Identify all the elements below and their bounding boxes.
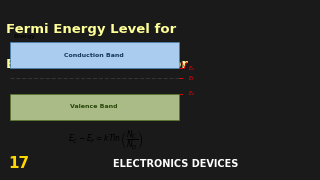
Text: 17: 17 [9,156,30,171]
FancyBboxPatch shape [10,42,179,68]
Text: $E_C - E_F = kT\ln\left(\dfrac{N_C}{N_D}\right)$: $E_C - E_F = kT\ln\left(\dfrac{N_C}{N_D}… [68,129,143,152]
FancyBboxPatch shape [10,94,179,120]
Text: Conduction Band: Conduction Band [64,53,124,58]
Text: ELECTRONICS DEVICES: ELECTRONICS DEVICES [113,159,239,169]
Text: Extrinsic Semiconductor: Extrinsic Semiconductor [6,58,188,71]
Text: Energy: Energy [13,33,36,39]
Text: $E_v$: $E_v$ [188,89,196,98]
Text: $E_F$: $E_F$ [188,74,196,83]
Text: Valence Band: Valence Band [70,104,118,109]
Text: $E_c$: $E_c$ [188,64,196,73]
Text: Fermi Energy Level for: Fermi Energy Level for [6,23,177,36]
